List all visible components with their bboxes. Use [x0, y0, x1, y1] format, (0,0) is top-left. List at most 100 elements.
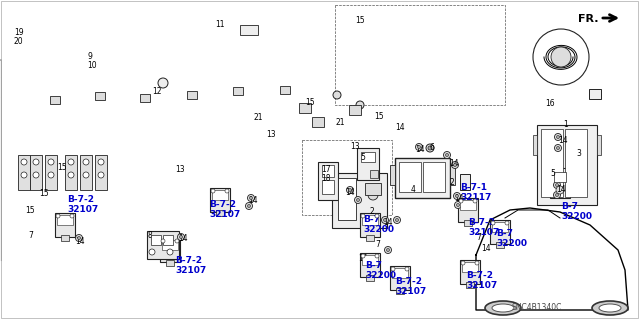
Bar — [65, 155, 77, 190]
Text: 13: 13 — [266, 130, 276, 139]
Bar — [95, 155, 107, 190]
Bar — [541, 129, 563, 197]
Bar — [166, 260, 174, 266]
Bar — [399, 162, 421, 192]
Bar — [450, 165, 455, 185]
Bar — [280, 86, 290, 94]
Text: B-7
32200: B-7 32200 — [561, 202, 592, 221]
Circle shape — [454, 164, 456, 167]
Bar — [490, 220, 510, 244]
Text: 14: 14 — [358, 254, 367, 263]
Bar — [50, 96, 60, 104]
Bar — [357, 148, 379, 180]
Text: 14: 14 — [75, 237, 84, 246]
Text: 14: 14 — [415, 145, 424, 154]
Bar — [370, 170, 378, 178]
Circle shape — [177, 234, 184, 241]
Bar — [360, 253, 380, 277]
Bar — [365, 183, 381, 195]
Circle shape — [454, 202, 461, 209]
Circle shape — [387, 249, 390, 251]
Circle shape — [554, 182, 561, 189]
Circle shape — [248, 204, 250, 207]
Circle shape — [394, 217, 401, 224]
Bar — [322, 180, 334, 194]
Text: B-7
32200: B-7 32200 — [365, 261, 396, 280]
Text: 10: 10 — [87, 61, 97, 70]
Bar — [163, 235, 173, 245]
Circle shape — [21, 172, 27, 178]
Circle shape — [355, 197, 362, 204]
Text: 2: 2 — [370, 207, 375, 216]
Circle shape — [179, 235, 182, 239]
Circle shape — [451, 161, 458, 168]
Text: 20: 20 — [14, 37, 24, 46]
Circle shape — [462, 175, 468, 181]
Bar — [160, 238, 180, 262]
Circle shape — [385, 247, 392, 254]
Text: SNC4B1340C: SNC4B1340C — [511, 303, 561, 312]
Ellipse shape — [592, 301, 628, 315]
Circle shape — [554, 145, 561, 152]
Circle shape — [167, 249, 173, 255]
Bar — [216, 210, 224, 216]
Circle shape — [21, 159, 27, 165]
Bar — [362, 255, 378, 265]
Circle shape — [70, 214, 74, 218]
Text: 17: 17 — [321, 165, 331, 174]
Circle shape — [454, 192, 461, 199]
Bar — [240, 25, 258, 35]
Bar — [460, 260, 480, 284]
Bar — [460, 174, 470, 190]
Text: 14: 14 — [558, 136, 568, 145]
Bar — [140, 94, 150, 102]
Bar — [366, 275, 374, 281]
Text: 16: 16 — [545, 99, 555, 108]
Bar — [61, 235, 69, 241]
Bar — [349, 105, 361, 115]
Text: 7: 7 — [28, 231, 33, 240]
Bar — [360, 213, 380, 237]
Circle shape — [557, 136, 559, 138]
Circle shape — [391, 267, 395, 271]
Bar — [390, 165, 395, 185]
Circle shape — [77, 236, 81, 240]
Circle shape — [368, 190, 378, 200]
Circle shape — [417, 145, 420, 149]
Circle shape — [175, 239, 179, 243]
Bar — [362, 215, 378, 225]
Circle shape — [375, 254, 379, 258]
Text: B-7-2
32107: B-7-2 32107 — [395, 277, 426, 296]
Bar — [302, 140, 392, 215]
Bar — [423, 162, 445, 192]
Circle shape — [48, 172, 54, 178]
Bar — [464, 220, 472, 226]
Text: 12: 12 — [152, 87, 161, 96]
Text: 14: 14 — [383, 218, 392, 227]
Text: 6: 6 — [430, 143, 435, 152]
Circle shape — [505, 221, 509, 225]
Text: 7: 7 — [476, 233, 481, 242]
Bar — [462, 262, 478, 272]
Bar — [597, 135, 601, 155]
Circle shape — [68, 172, 74, 178]
Bar — [458, 198, 478, 222]
Bar — [45, 155, 57, 190]
Text: 15: 15 — [305, 98, 315, 107]
Bar — [361, 152, 375, 162]
Circle shape — [346, 187, 353, 194]
Text: B-7-2
32107: B-7-2 32107 — [67, 195, 99, 214]
Circle shape — [475, 261, 479, 265]
Circle shape — [556, 183, 559, 187]
Circle shape — [405, 267, 409, 271]
Circle shape — [98, 159, 104, 165]
Bar — [233, 87, 243, 95]
Circle shape — [250, 197, 253, 199]
Text: 15: 15 — [355, 16, 365, 25]
Bar — [95, 92, 105, 100]
Circle shape — [383, 219, 387, 221]
Bar — [335, 5, 505, 105]
Bar — [299, 103, 311, 113]
Circle shape — [473, 199, 477, 203]
Bar — [187, 91, 197, 99]
